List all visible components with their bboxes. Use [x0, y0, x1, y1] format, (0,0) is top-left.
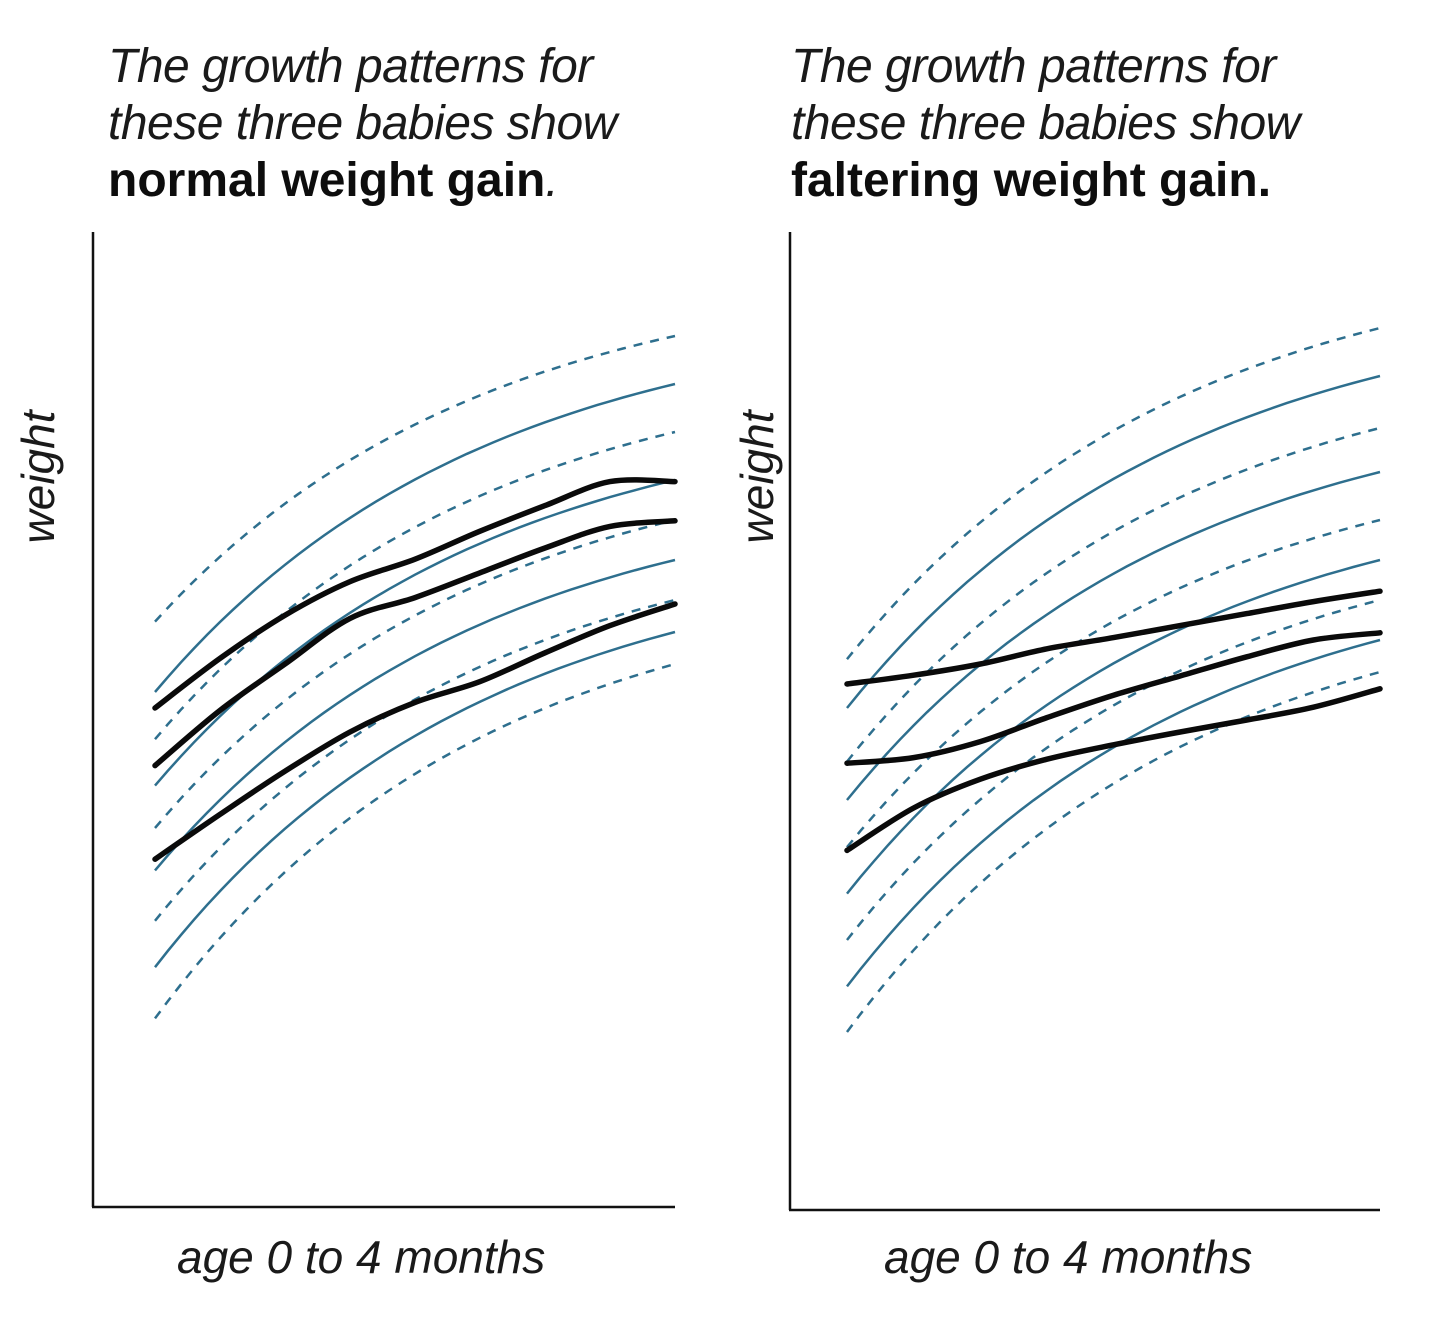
reference-curve-dashed	[154, 430, 676, 741]
baby-growth-line-1	[844, 588, 1383, 687]
reference-curve-dashed	[846, 670, 1381, 1033]
caption-line-2: these three babies show	[791, 97, 1300, 150]
reference-curve-dashed	[846, 426, 1381, 763]
caption-emphasis: normal weight gain	[108, 154, 546, 207]
reference-curve-dashed	[846, 326, 1381, 660]
caption-line-2: these three babies show	[108, 97, 617, 150]
chart-panel-normal: The growth patterns for these three babi…	[12, 38, 678, 1283]
x-axis-label: age 0 to 4 months	[177, 1231, 546, 1283]
reference-curve-solid	[846, 470, 1381, 801]
caption-tail: .	[545, 154, 559, 207]
baby-growth-line-1	[152, 477, 678, 711]
reference-curve-solid	[846, 558, 1381, 895]
caption-line-1: The growth patterns for	[791, 40, 1276, 93]
caption-emphasis: faltering weight gain.	[791, 154, 1272, 207]
caption-line-1: The growth patterns for	[108, 40, 593, 93]
growth-chart-faltering	[788, 232, 1383, 1212]
chart-caption: The growth patterns for these three babi…	[791, 38, 1300, 209]
growth-chart-normal	[91, 232, 678, 1209]
reference-curve-dashed	[154, 518, 676, 829]
baby-growth-line-2	[152, 518, 678, 769]
baby-growth-line-3	[152, 601, 678, 862]
chart-panel-faltering: The growth patterns for these three babi…	[719, 0, 1438, 1320]
reference-curve-solid	[846, 374, 1381, 709]
reference-curve-dashed	[154, 334, 676, 623]
caption-line-3: faltering weight gain.	[791, 152, 1300, 209]
caption-line-3: normal weight gain.	[108, 152, 617, 209]
reference-curve-dashed	[846, 598, 1381, 941]
reference-curve-dashed	[846, 518, 1381, 848]
reference-curve-solid	[154, 382, 676, 693]
reference-curve-dashed	[153, 662, 676, 1020]
baby-growth-line-3	[844, 686, 1383, 854]
x-axis-label: age 0 to 4 months	[884, 1231, 1253, 1283]
baby-growth-line-2	[844, 630, 1383, 766]
reference-curve-solid	[154, 558, 676, 872]
reference-curve-solid	[154, 630, 676, 968]
chart-caption: The growth patterns for these three babi…	[108, 38, 617, 209]
